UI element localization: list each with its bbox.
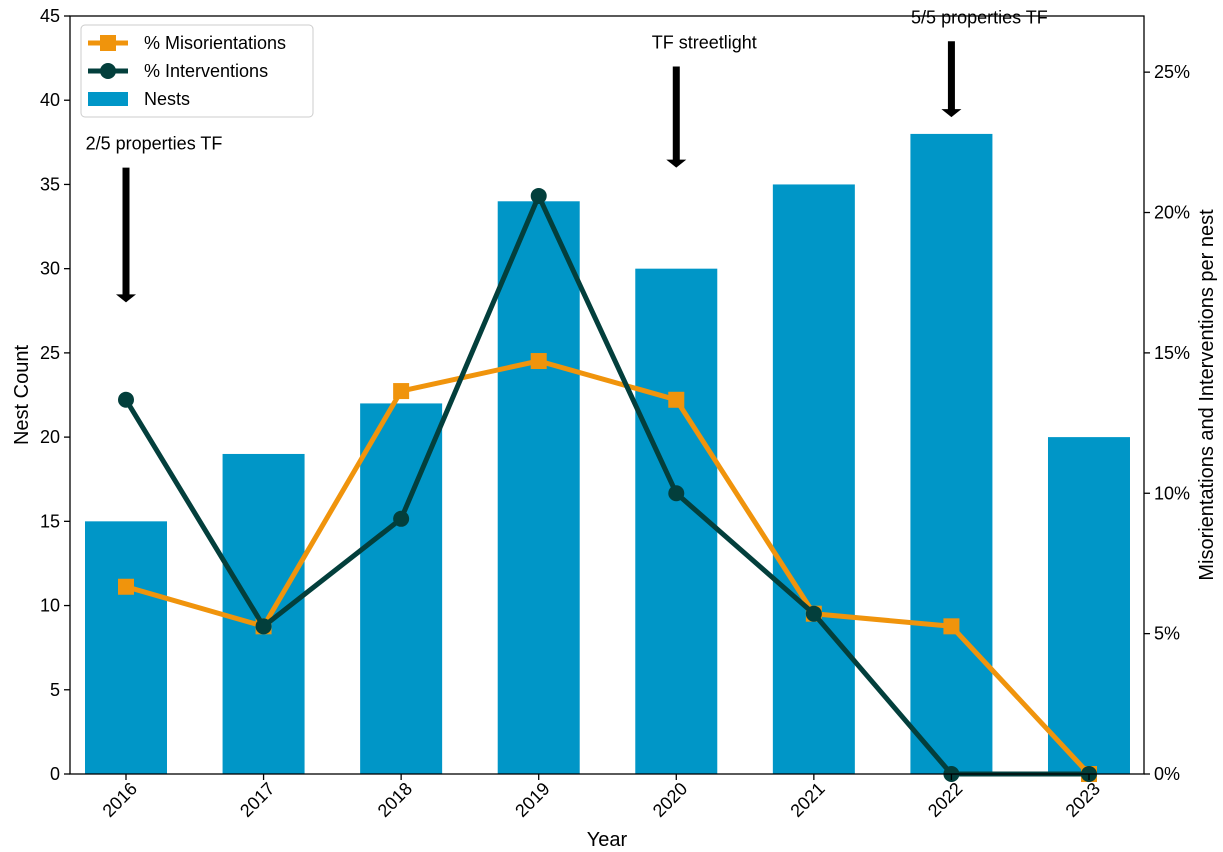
y-tick-label: 10	[40, 596, 60, 616]
legend: % Misorientations % Interventions Nests	[80, 24, 314, 118]
point-1-2017	[255, 618, 272, 635]
annotation-label: TF streetlight	[652, 33, 757, 53]
bar-2017	[222, 453, 305, 774]
x-tick-label: 2018	[374, 779, 416, 821]
bar-2022	[910, 133, 993, 774]
bar-2016	[85, 521, 167, 774]
bar-2018	[360, 403, 443, 774]
annotation-arrow-head	[116, 294, 136, 303]
bar-2019	[497, 201, 580, 775]
bars	[85, 133, 1130, 775]
point-0-2016	[118, 578, 134, 595]
point-1-2021	[805, 605, 822, 622]
y2-tick-label: 10%	[1154, 483, 1190, 503]
bar-2021	[772, 184, 855, 774]
y-axis-title: Nest Count	[11, 345, 33, 445]
y2-tick-label: 0%	[1154, 764, 1180, 784]
point-1-2020	[668, 485, 685, 502]
point-1-2016	[118, 391, 134, 408]
y-tick-label: 5	[50, 680, 60, 700]
legend-label: Nests	[144, 89, 190, 109]
series-lines	[118, 187, 1097, 782]
y2-tick-label: 5%	[1154, 624, 1180, 644]
point-0-2020	[668, 391, 685, 408]
y2-axis-title: Misorientations and Interventions per ne…	[1196, 209, 1218, 581]
series-line-1	[123, 193, 1092, 777]
x-tick-label: 2020	[649, 779, 691, 821]
legend-label: % Misorientations	[144, 33, 286, 53]
x-tick-label: 2017	[236, 779, 278, 821]
point-0-2018	[393, 383, 410, 400]
annotations: 2/5 properties TF TF streetlight 5/5 prope…	[86, 7, 1048, 303]
x-tick-label: 2021	[786, 779, 828, 821]
plot-border	[69, 15, 1145, 775]
bar-2023	[1047, 437, 1130, 774]
x-tick-label: 2019	[511, 779, 553, 821]
y-tick-label: 25	[40, 343, 60, 363]
x-axis-title: Year	[587, 829, 628, 851]
legend-swatch-marker	[100, 63, 116, 79]
legend-label: % Interventions	[144, 61, 268, 81]
bar-2020	[635, 268, 718, 774]
y-tick-label: 0	[50, 764, 60, 784]
y-tick-label: 45	[40, 6, 60, 26]
y2-tick-label: 15%	[1154, 343, 1190, 363]
y-tick-label: 15	[40, 511, 60, 531]
x-tick-label: 2016	[99, 779, 141, 821]
y2-tick-label: 25%	[1154, 62, 1190, 82]
y-tick-label: 30	[40, 259, 60, 279]
y-tick-label: 35	[40, 174, 60, 194]
legend-swatch-marker	[100, 35, 116, 51]
annotation-label: 5/5 properties TF	[911, 7, 1048, 27]
annotation-arrow-head	[941, 109, 962, 118]
series-line-0	[123, 358, 1092, 777]
point-0-2019	[530, 353, 547, 370]
x-tick-label: 2022	[924, 779, 966, 821]
y-tick-label: 40	[40, 90, 60, 110]
legend-swatch-bar	[88, 92, 128, 106]
x-tick-label: 2023	[1062, 779, 1104, 821]
point-1-2019	[530, 187, 547, 204]
y-tick-label: 20	[40, 427, 60, 447]
y2-tick-label: 20%	[1154, 203, 1190, 223]
annotation-label: 2/5 properties TF	[86, 134, 223, 154]
legend-box	[80, 24, 314, 118]
point-0-2022	[943, 618, 960, 635]
point-1-2018	[393, 510, 410, 527]
annotation-arrow-head	[666, 159, 687, 168]
